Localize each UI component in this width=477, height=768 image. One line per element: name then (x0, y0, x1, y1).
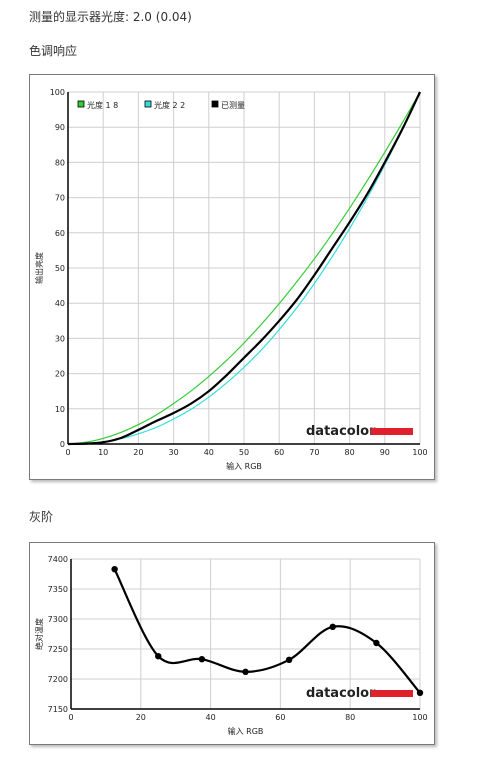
x-tick-label: 100 (412, 713, 427, 722)
data-point (155, 653, 162, 660)
y-tick-label: 60 (55, 229, 65, 238)
data-point (111, 566, 118, 573)
series-line-2 (67, 91, 421, 445)
grayscale-chart-frame: 0 20 40 60 80 100 7150 7200 7250 7300 7350 7400 输入 R… (29, 542, 435, 745)
y-tick-label: 7300 (48, 615, 68, 624)
y-tick-label: 50 (55, 264, 65, 273)
x-axis-label: 输入 RGB (226, 461, 262, 471)
legend-item: 光度 1 8 (77, 100, 118, 110)
legend-label: 光度 1 8 (87, 100, 118, 110)
x-tick-label: 60 (274, 448, 284, 457)
data-point (198, 656, 206, 663)
x-tick-label: 40 (204, 448, 214, 457)
legend-swatch (211, 100, 219, 108)
y-axis-label: 绝对温度 (34, 618, 44, 650)
x-tick-label: 10 (98, 448, 108, 457)
legend-item: 光度 2 2 (144, 100, 185, 110)
data-point (329, 623, 336, 630)
x-tick-label: 30 (169, 448, 179, 457)
datacolor-logo-bar (371, 428, 413, 435)
y-tick-label: 80 (55, 158, 65, 167)
grayscale-title: 灰阶 (29, 510, 54, 524)
grayscale-chart: 0 20 40 60 80 100 7150 7200 7250 7300 7350 7400 输入 R… (34, 555, 428, 736)
legend-item: 已测量 (211, 100, 245, 110)
y-tick-label: 7400 (48, 555, 68, 564)
y-tick-label: 40 (55, 299, 65, 308)
tone-response-chart: 0 10 20 30 40 50 60 70 80 90 100 0 10 20 30 40 50 60 70 80 9… (34, 88, 428, 471)
y-tick-label: 10 (55, 405, 65, 414)
x-tick-label: 20 (133, 448, 143, 457)
data-point (416, 689, 424, 696)
y-tick-label: 100 (50, 88, 65, 97)
legend-label: 已测量 (221, 101, 245, 110)
x-tick-label: 100 (412, 448, 427, 457)
y-tick-label: 7150 (48, 705, 68, 714)
brightness-readout: 测量的显示器光度: 2.0 (0.04) (29, 10, 192, 24)
y-tick-label: 0 (60, 440, 65, 449)
y-tick-label: 7250 (48, 645, 68, 654)
legend-swatch (77, 100, 85, 108)
x-tick-label: 20 (136, 713, 146, 722)
y-tick-label: 7200 (48, 675, 68, 684)
data-point (373, 639, 380, 647)
y-tick-label: 70 (55, 194, 65, 203)
x-axis-label: 输入 RGB (228, 726, 264, 736)
x-tick-label: 0 (65, 448, 70, 457)
series-line-1 (113, 568, 421, 694)
x-tick-label: 70 (309, 448, 319, 457)
x-tick-label: 80 (345, 713, 355, 722)
tone-response-chart-frame: 0 10 20 30 40 50 60 70 80 90 100 0 10 20 30 40 50 60 70 80 9… (29, 74, 435, 480)
legend-label: 光度 2 2 (154, 100, 185, 110)
tone-response-title: 色调响应 (29, 44, 78, 58)
x-tick-label: 0 (68, 713, 73, 722)
datacolor-logo-text: datacolor (306, 424, 376, 439)
datacolor-logo-bar (371, 690, 413, 697)
y-tick-label: 20 (55, 370, 65, 379)
y-tick-label: 7350 (48, 585, 68, 594)
data-point (242, 668, 249, 675)
grid-lines (67, 91, 421, 445)
y-tick-label: 90 (55, 123, 65, 132)
x-tick-label: 40 (206, 713, 216, 722)
datacolor-logo-text: datacolor (306, 686, 376, 701)
x-tick-label: 60 (275, 713, 285, 722)
legend-swatch (144, 100, 152, 108)
series-line-3 (67, 91, 421, 446)
series-line-1 (67, 91, 421, 445)
x-tick-label: 50 (239, 448, 249, 457)
x-tick-label: 80 (345, 448, 355, 457)
y-tick-label: 30 (55, 334, 65, 343)
data-point (285, 656, 293, 663)
x-tick-label: 90 (380, 448, 390, 457)
y-axis-label: 输出亮度 (34, 252, 44, 284)
